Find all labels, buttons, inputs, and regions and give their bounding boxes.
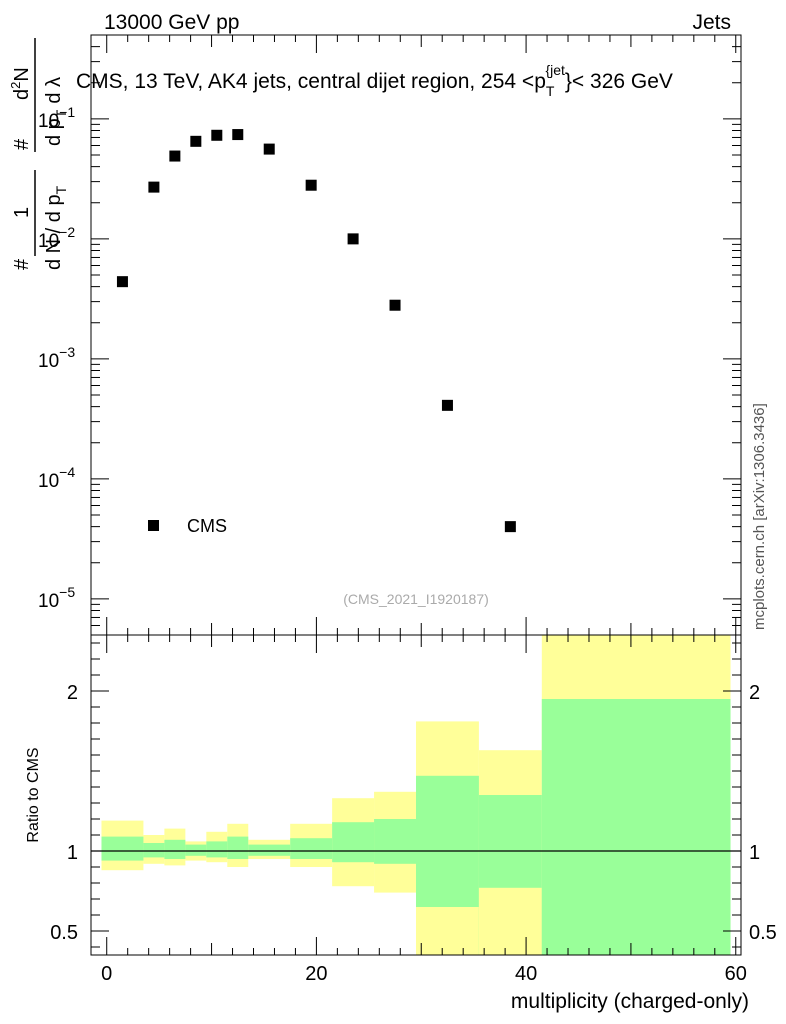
legend-marker [148,520,159,531]
ratio-y-tick-label: 2 [67,682,78,704]
band-inner [164,839,186,859]
ratio-y-tick-label: 0.5 [50,922,78,944]
ylabel-one: 1 [11,207,33,218]
data-point [441,399,453,411]
band-inner [290,838,333,859]
ratio-y-tick-label-right: 2 [749,682,760,704]
band-inner [206,841,228,858]
ylabel-hash-2: # [11,138,33,150]
data-point [389,299,401,311]
ratio-y-tick-label: 1 [67,842,78,864]
ratio-frame [90,634,742,956]
data-point [347,233,359,245]
y-tick-label: 10−5 [38,584,75,612]
data-point [148,181,160,193]
band-inner [332,822,375,863]
main-title: CMS, 13 TeV, AK4 jets, central dijet reg… [76,62,673,99]
side-label: mcplots.cern.ch [arXiv:1306.3436] [751,403,768,630]
legend-label: CMS [187,516,227,536]
x-tick-label: 40 [515,963,537,985]
main-panel: 10−1 10−2 10−3 10−4 10−5 CMS, 13 TeV, AK4 je… [38,34,742,636]
y-tick-label: 10−3 [38,344,75,372]
data-point [232,129,244,141]
ratio-ylabel: Ratio to CMS [25,747,42,842]
main-title-sup: {jet [545,62,565,78]
data-point [169,150,181,162]
band-inner [185,844,207,856]
main-title-text: CMS, 13 TeV, AK4 jets, central dijet reg… [76,70,546,93]
ylabel-dpt: d pTd λ [43,77,69,146]
band-outer-low [416,907,479,955]
ylabel-d2n: d2N [8,67,33,100]
energy-label: 13000 GeV pp [104,11,239,34]
ratio-xlabel: multiplicity (charged-only) [511,990,749,1013]
x-tick-label: 60 [725,963,747,985]
x-tick-label: 20 [305,963,327,985]
ylabel-hash-1: # [11,258,33,270]
ratio-y-tick-label-right: 1 [749,842,760,864]
band-inner [248,844,291,856]
y-tick-label: 10−1 [38,104,75,132]
data-point [263,143,275,155]
data-point [190,135,202,147]
category-label: Jets [692,11,731,34]
main-title-tail: }< 326 GeV [565,70,673,93]
band-inner [101,836,144,861]
band-inner [227,836,249,859]
x-tick-label: 0 [101,963,112,985]
ratio-y-tick-label-right: 0.5 [749,922,777,944]
data-point [504,521,516,533]
band-outer-low [478,887,542,955]
ylabel-dn: d N / d pT [43,185,69,270]
data-point [211,129,223,141]
data-point [116,276,128,288]
band-inner [374,819,416,864]
ratio-panel: 0.5 0.5 1 1 2 2 0 20 40 60 Ratio to CMS multipli… [25,35,777,1013]
data-point [305,179,317,191]
band-inner [541,699,731,955]
main-ylabel: # 1 d N / d pT # d2N d pTd λ [8,38,69,270]
main-frame [90,34,742,636]
analysis-annotation: (CMS_2021_I1920187) [343,591,489,607]
main-title-sub: T [546,83,555,99]
y-tick-label: 10−2 [38,224,75,252]
y-tick-label: 10−4 [38,464,75,492]
band-inner [143,843,165,858]
